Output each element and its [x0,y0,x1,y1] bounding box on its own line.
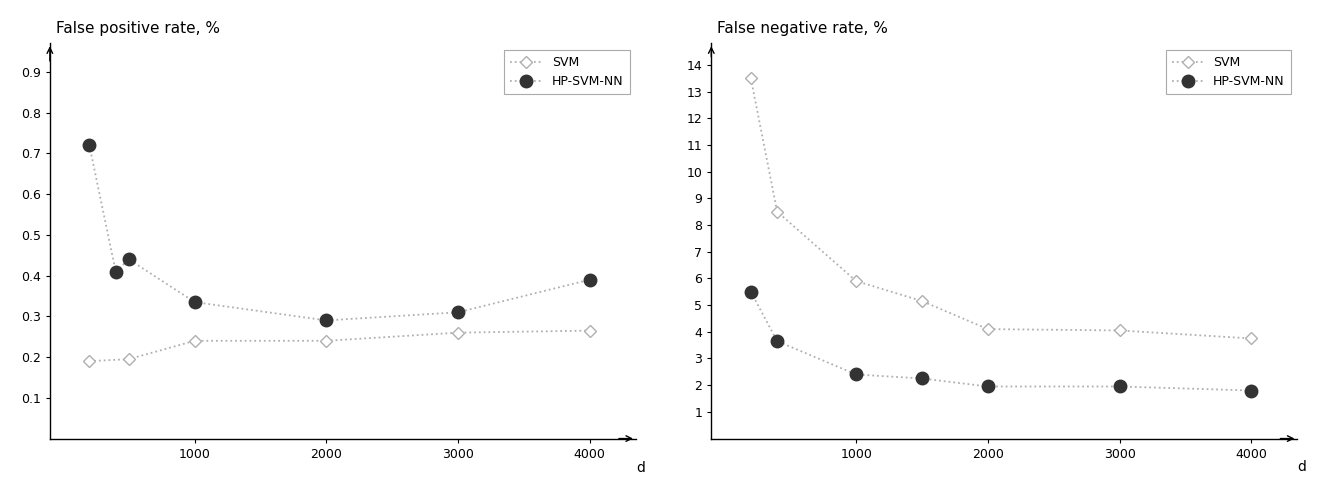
HP-SVM-NN [848,372,864,378]
HP-SVM-NN [318,317,334,323]
HP-SVM-NN [121,256,137,262]
SVM [581,328,597,334]
Text: d: d [636,461,645,475]
HP-SVM-NN [1243,388,1259,394]
SVM [848,278,864,284]
HP-SVM-NN [81,143,97,148]
SVM [770,209,786,215]
Legend: SVM, HP-SVM-NN: SVM, HP-SVM-NN [504,50,629,95]
HP-SVM-NN [581,277,597,283]
SVM [1243,336,1259,342]
SVM [318,338,334,344]
Text: d: d [1298,460,1306,474]
SVM [979,326,995,332]
SVM [121,356,137,362]
HP-SVM-NN [107,269,123,275]
SVM [450,330,466,336]
Line: HP-SVM-NN: HP-SVM-NN [84,139,596,327]
SVM [914,298,930,304]
SVM [187,338,203,344]
Legend: SVM, HP-SVM-NN: SVM, HP-SVM-NN [1165,50,1291,95]
Text: False positive rate, %: False positive rate, % [56,21,220,36]
Line: SVM: SVM [747,74,1255,343]
Line: HP-SVM-NN: HP-SVM-NN [744,286,1258,397]
HP-SVM-NN [914,376,930,382]
SVM [1112,328,1128,334]
Line: SVM: SVM [85,326,594,365]
Text: False negative rate, %: False negative rate, % [717,21,888,36]
HP-SVM-NN [979,384,995,390]
SVM [743,75,759,81]
HP-SVM-NN [1112,384,1128,390]
HP-SVM-NN [187,299,203,305]
SVM [81,358,97,364]
HP-SVM-NN [743,289,759,295]
HP-SVM-NN [450,309,466,315]
HP-SVM-NN [770,338,786,344]
